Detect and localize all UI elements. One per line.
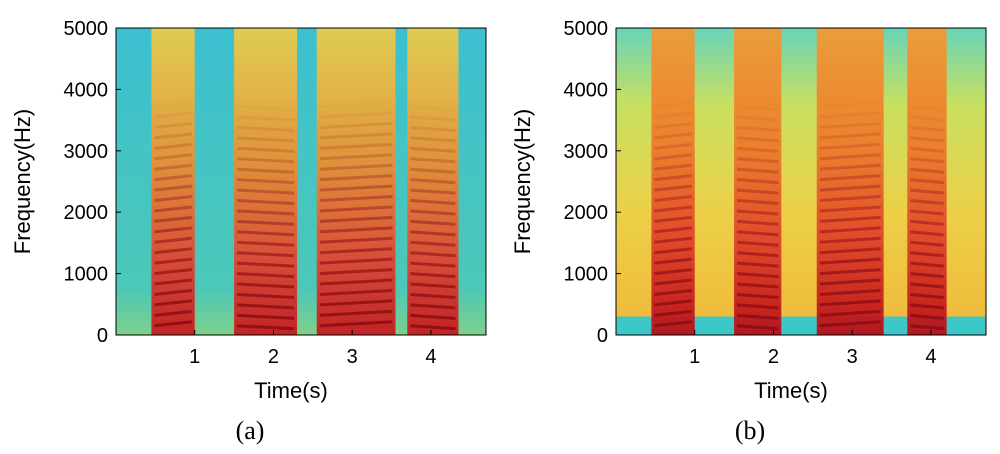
y-tick-label: 0 <box>97 325 108 347</box>
x-tick-label: 3 <box>347 346 358 368</box>
x-tick-label: 3 <box>847 346 858 368</box>
plot-frame <box>615 27 987 336</box>
y-tick-label: 1000 <box>564 264 609 286</box>
panel-a: 0 1000 2000 3000 4000 5000 1 2 3 4 Time(s) Frequenc… <box>10 18 487 445</box>
x-tick-label: 2 <box>268 346 279 368</box>
spectrogram-a: 0 1000 2000 3000 4000 5000 1 2 3 4 Time(s) Frequenc… <box>10 18 487 403</box>
syllable-band-3 <box>816 28 884 335</box>
y-tick-label: 5000 <box>564 18 609 40</box>
x-tick-label: 2 <box>768 346 779 368</box>
y-tick-label: 3000 <box>64 141 109 163</box>
x-axis-label: Time(s) <box>754 378 828 403</box>
spectrogram-b: 0 1000 2000 3000 4000 5000 1 2 3 4 Time(s) Frequenc… <box>510 18 987 403</box>
low-frequency-floor <box>616 316 986 335</box>
caption-a: (a) <box>235 416 265 445</box>
y-axis-label: Frequency(Hz) <box>10 109 35 254</box>
syllable-band-3 <box>316 28 396 335</box>
y-axis-label: Frequency(Hz) <box>510 109 535 254</box>
x-tick-label: 1 <box>189 346 200 368</box>
x-tick-label: 4 <box>925 346 936 368</box>
x-tick-label: 4 <box>425 346 436 368</box>
y-tick-label: 0 <box>597 325 608 347</box>
syllable-band-2 <box>734 28 782 335</box>
plot-frame <box>115 27 487 336</box>
y-tick-label: 4000 <box>564 79 609 101</box>
caption-b: (b) <box>734 416 766 445</box>
x-axis-label: Time(s) <box>254 378 328 403</box>
syllable-band-4 <box>407 28 459 335</box>
y-tick-label: 3000 <box>564 141 609 163</box>
plot-area-b <box>616 28 986 335</box>
panel-b: 0 1000 2000 3000 4000 5000 1 2 3 4 Time(s) Frequenc… <box>500 0 1000 454</box>
y-tick-label: 2000 <box>64 202 109 224</box>
plot-area-a <box>116 28 486 335</box>
x-tick-label: 1 <box>689 346 700 368</box>
y-tick-label: 5000 <box>64 18 109 40</box>
syllable-band-1 <box>151 28 195 335</box>
y-tick-label: 1000 <box>64 264 109 286</box>
y-tick-label: 4000 <box>64 79 109 101</box>
y-tick-label: 2000 <box>564 202 609 224</box>
syllable-band-1 <box>651 28 695 335</box>
syllable-band-4 <box>907 28 947 335</box>
syllable-band-2 <box>234 28 298 335</box>
